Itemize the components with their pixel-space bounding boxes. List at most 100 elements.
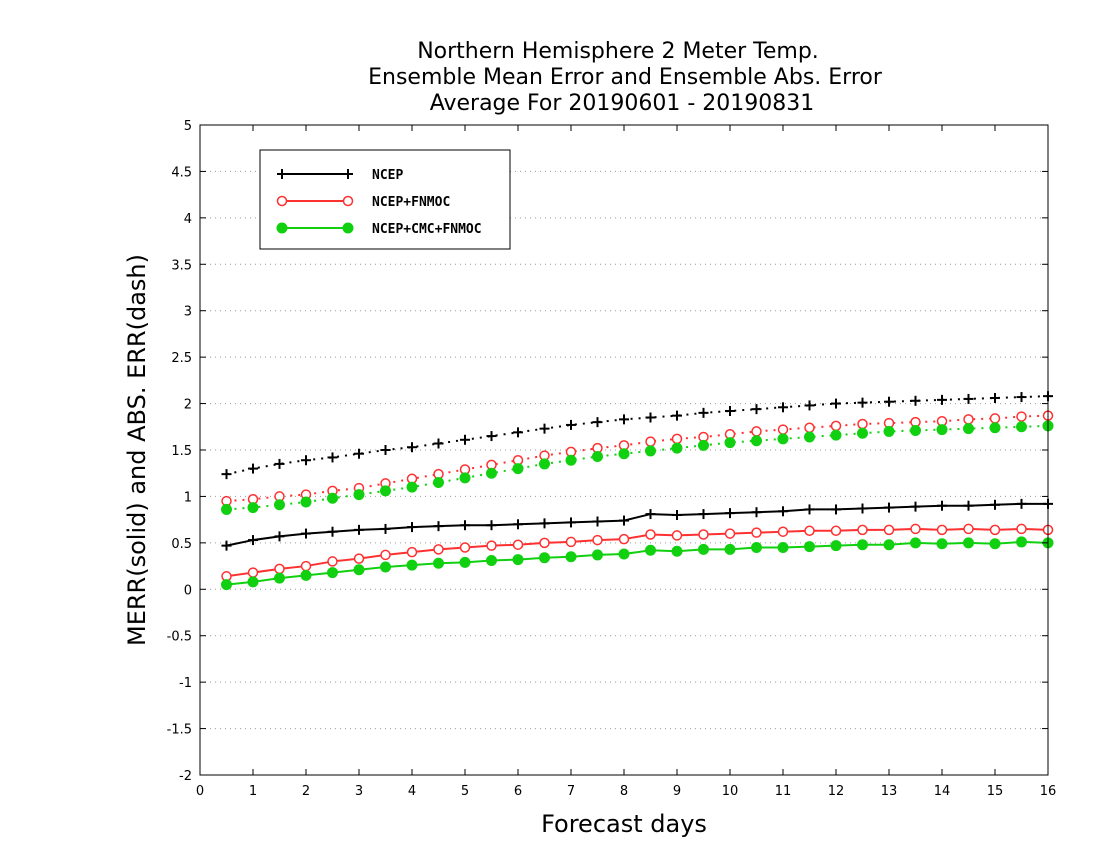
x-tick-label: 15: [987, 784, 1004, 799]
series-line-ncep-abs-err: [226, 395, 1049, 476]
data-point-ncep-cmc-fnmoc: [883, 425, 895, 437]
data-point-ncep-fnmoc: [380, 549, 391, 561]
y-tick-label: 0: [184, 583, 192, 598]
data-point-ncep: [725, 406, 735, 416]
data-point-ncep-cmc-fnmoc: [592, 451, 603, 462]
data-point-ncep-cmc-fnmoc: [459, 556, 471, 568]
y-axis: -2 -1.5 -1 -0.5 0 0.5 1 1.5 2 2.5 3 3.5 4 4.5 5: [167, 119, 1048, 784]
data-point-ncep-cmc-fnmoc: [724, 543, 736, 555]
data-point-ncep-fnmoc: [486, 540, 497, 551]
data-point-ncep: [963, 393, 974, 404]
data-point-ncep: [592, 516, 603, 527]
data-point-ncep: [221, 540, 232, 551]
data-point-ncep-fnmoc: [857, 418, 868, 430]
title-line-3: Average For 20190601 - 20190831: [430, 91, 815, 116]
data-point-ncep-cmc-fnmoc: [353, 564, 365, 576]
data-point-ncep-cmc-fnmoc: [777, 433, 789, 445]
data-point-ncep: [751, 404, 762, 415]
data-point-ncep-cmc-fnmoc: [724, 437, 736, 449]
data-point-ncep-fnmoc: [989, 413, 1001, 424]
legend-marker-end: [342, 195, 354, 207]
data-point-ncep: [248, 463, 258, 474]
data-point-ncep-fnmoc: [539, 537, 550, 549]
data-point-ncep-cmc-fnmoc: [1016, 536, 1027, 548]
data-point-ncep-cmc-fnmoc: [618, 548, 630, 560]
data-point-ncep: [804, 504, 815, 515]
series-line-ncep-cmc-fnmoc-merr: [226, 540, 1049, 586]
data-point-ncep-cmc-fnmoc: [698, 543, 709, 555]
y-tick-label: 3: [184, 305, 192, 320]
data-point-ncep-fnmoc: [645, 529, 656, 540]
data-point-ncep-fnmoc: [645, 436, 656, 447]
x-axis: 0 1 2 3 4 5 6 7 8 9 10 11 12 13 14 15 16: [196, 125, 1056, 799]
data-point-ncep: [1016, 392, 1027, 403]
data-point-ncep: [539, 518, 550, 529]
data-point-ncep: [433, 438, 444, 449]
data-point-ncep-cmc-fnmoc: [618, 448, 630, 460]
data-point-ncep-cmc-fnmoc: [645, 445, 656, 457]
y-tick-label: 2: [184, 398, 192, 413]
data-point-ncep: [698, 407, 709, 418]
data-point-ncep: [645, 412, 656, 423]
data-point-ncep: [857, 503, 868, 514]
data-point-ncep-cmc-fnmoc: [433, 477, 444, 488]
data-point-ncep-cmc-fnmoc: [698, 439, 709, 451]
y-tick-label: 2.5: [171, 351, 192, 366]
data-point-ncep: [990, 393, 1000, 403]
data-point-ncep-cmc-fnmoc: [565, 551, 577, 563]
data-point-ncep: [672, 410, 682, 421]
data-point-ncep-cmc-fnmoc: [512, 554, 524, 566]
data-point-ncep-cmc-fnmoc: [804, 431, 815, 443]
data-point-ncep-fnmoc: [592, 534, 603, 546]
data-point-ncep: [354, 524, 364, 535]
data-point-ncep-fnmoc: [830, 420, 842, 432]
data-point-ncep-cmc-fnmoc: [830, 429, 842, 441]
x-tick-label: 7: [567, 784, 575, 799]
data-point-ncep-cmc-fnmoc: [989, 422, 1001, 434]
data-point-ncep-cmc-fnmoc: [592, 549, 603, 561]
data-point-ncep-cmc-fnmoc: [380, 485, 391, 497]
data-point-ncep: [672, 510, 682, 520]
data-point-ncep-fnmoc: [459, 542, 471, 553]
data-point-ncep-fnmoc: [751, 426, 762, 437]
data-point-ncep-fnmoc: [1016, 411, 1027, 422]
data-point-ncep: [274, 458, 285, 469]
data-point-ncep-fnmoc: [857, 524, 868, 536]
y-tick-label: -0.5: [167, 630, 192, 645]
y-tick-label: 1.5: [171, 444, 192, 459]
y-tick-label: 0.5: [171, 537, 192, 552]
data-point-ncep: [884, 396, 894, 407]
data-point-ncep-cmc-fnmoc: [565, 454, 577, 466]
x-tick-label: 10: [722, 784, 739, 799]
data-point-ncep: [513, 519, 523, 530]
legend-marker-end: [343, 169, 353, 179]
data-point-ncep-cmc-fnmoc: [857, 427, 868, 439]
legend-marker-end: [342, 222, 354, 234]
data-point-ncep-fnmoc: [247, 567, 259, 578]
x-tick-label: 0: [196, 784, 204, 799]
data-point-ncep: [831, 398, 841, 409]
data-point-ncep: [380, 445, 391, 455]
data-point-ncep: [619, 515, 629, 526]
data-point-ncep: [937, 500, 947, 511]
title-line-2: Ensemble Mean Error and Ensemble Abs. Er…: [368, 65, 883, 90]
x-tick-label: 1: [249, 784, 257, 799]
data-point-ncep-fnmoc: [804, 422, 815, 433]
data-point-ncep-cmc-fnmoc: [910, 425, 921, 436]
data-point-ncep: [301, 528, 311, 539]
legend: NCEP NCEP+FNMOC NCEP+CMC+FNMOC: [259, 149, 511, 250]
data-point-ncep-fnmoc: [698, 529, 709, 540]
x-tick-label: 14: [934, 784, 951, 799]
x-tick-label: 5: [461, 784, 469, 799]
data-point-ncep-cmc-fnmoc: [221, 503, 232, 515]
data-point-ncep-cmc-fnmoc: [300, 569, 312, 581]
data-point-ncep-cmc-fnmoc: [989, 538, 1001, 550]
data-point-ncep-cmc-fnmoc: [857, 539, 868, 551]
y-tick-label: -2: [179, 769, 192, 784]
data-point-ncep: [592, 417, 603, 428]
data-point-ncep-cmc-fnmoc: [274, 572, 285, 584]
data-point-ncep-fnmoc: [751, 527, 762, 538]
legend-marker-start: [277, 169, 287, 179]
data-point-ncep-fnmoc: [671, 433, 683, 445]
data-point-ncep: [963, 500, 974, 511]
